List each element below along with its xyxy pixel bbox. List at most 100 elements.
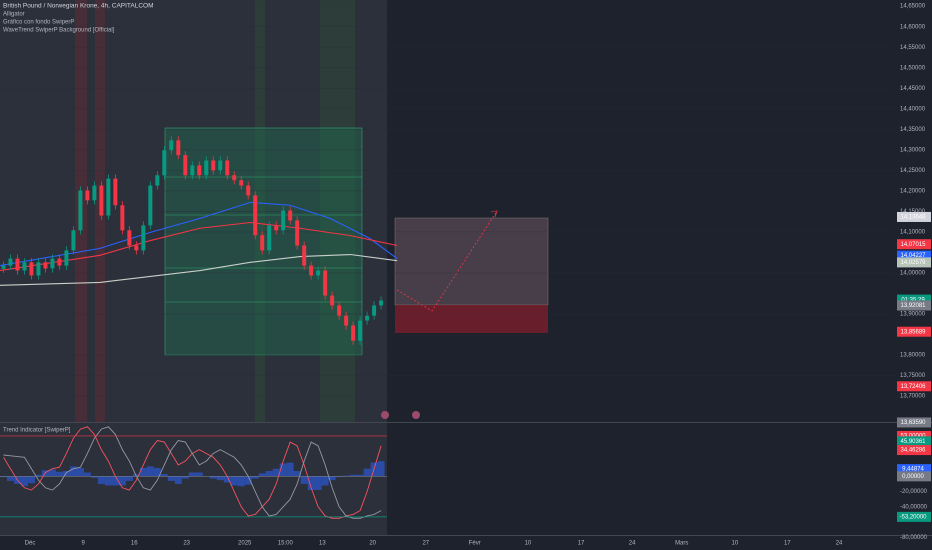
candle-body — [281, 210, 286, 231]
y-tick-label: 14,55000 — [900, 45, 926, 51]
histogram-bar — [377, 461, 385, 477]
candle-body — [218, 160, 223, 171]
price-label-box — [897, 430, 931, 441]
y-tick-label: 14,60000 — [900, 24, 926, 30]
price-label-box — [897, 464, 931, 475]
y-tick-label: 14,25000 — [900, 168, 926, 174]
price-label: 13,72406 — [900, 384, 926, 390]
histogram-bar — [0, 476, 7, 478]
histogram-bar — [97, 476, 105, 484]
candle-body — [379, 300, 384, 306]
event-icon[interactable] — [381, 411, 389, 419]
price-label-box — [897, 257, 931, 268]
candle-body — [50, 258, 55, 269]
past-area — [0, 0, 387, 422]
price-label-box — [897, 436, 931, 447]
price-label: 13,63590 — [900, 420, 926, 426]
histogram-bar — [272, 468, 280, 477]
histogram-bar — [356, 474, 364, 477]
price-label-box — [897, 381, 931, 392]
x-tick-label: 24 — [629, 541, 636, 547]
y-tick-label: 14,35000 — [900, 127, 926, 133]
price-label: 45,90361 — [900, 439, 926, 445]
symbol-title: British Pound / Norwegian Krone, 4h, CAP… — [3, 3, 154, 10]
candle-body — [330, 295, 335, 306]
candle-body — [358, 320, 363, 341]
y-tick-label: 14,50000 — [900, 65, 926, 71]
x-tick-label: 27 — [422, 541, 429, 547]
histogram-bar — [223, 476, 231, 483]
x-tick-label: 10 — [732, 541, 739, 547]
histogram-bar — [125, 476, 133, 481]
moving-average — [0, 201, 398, 267]
y-tick-label: 14,45000 — [900, 86, 926, 92]
countdown-box — [897, 294, 931, 306]
histogram-bar — [48, 469, 56, 477]
histogram-bar — [251, 476, 259, 479]
candle-body — [155, 175, 160, 186]
histogram-bar — [258, 473, 266, 477]
stripe — [255, 0, 265, 422]
histogram-bar — [111, 476, 119, 486]
histogram-bar — [167, 476, 175, 481]
candle-body — [15, 258, 20, 271]
y-tick-label: 13,70000 — [900, 394, 926, 400]
price-label: 9,44874 — [902, 467, 924, 473]
x-tick-label: 23 — [183, 541, 190, 547]
price-label-box — [897, 239, 931, 250]
candle-body — [57, 258, 62, 266]
candle-body — [267, 225, 272, 251]
candle-body — [365, 315, 370, 321]
histogram-bar — [300, 476, 308, 484]
histogram-bar — [34, 474, 42, 477]
osc-line — [3, 426, 382, 519]
candle-body — [127, 230, 132, 246]
price-label-box — [897, 445, 931, 456]
candle-body — [211, 160, 216, 171]
candle-body — [148, 185, 153, 226]
candle-body — [176, 140, 181, 156]
candle-body — [239, 180, 244, 186]
x-tick-label: Mars — [675, 541, 688, 547]
candle-body — [113, 178, 118, 206]
projection-arrow — [396, 210, 498, 312]
histogram-bar — [6, 476, 14, 481]
stripe — [320, 0, 355, 422]
event-icon[interactable] — [412, 411, 420, 419]
x-tick-label: 20 — [369, 541, 376, 547]
histogram-bar — [237, 476, 245, 487]
candle-body — [8, 258, 13, 266]
x-tick-label: 2025 — [238, 541, 252, 547]
x-tick-label: 15:00 — [278, 541, 294, 547]
candle-body — [344, 315, 349, 326]
candle-body — [64, 250, 69, 266]
y-tick-label: 14,30000 — [900, 147, 926, 153]
y-tick-label: 14,65000 — [900, 4, 926, 10]
candle-body — [295, 220, 300, 246]
candle-body — [372, 305, 377, 316]
histogram-bar — [321, 476, 329, 486]
histogram-bar — [118, 476, 126, 486]
price-label-box — [897, 417, 931, 428]
histogram-bar — [62, 471, 70, 477]
y-tick-label: 14,00000 — [900, 271, 926, 277]
price-label: 13,85689 — [900, 329, 926, 335]
candle-body — [274, 225, 279, 231]
moving-average — [0, 253, 398, 286]
price-label: 14,13648 — [900, 215, 926, 221]
candle-body — [92, 185, 97, 201]
candle-body — [22, 262, 27, 271]
candle-body — [71, 230, 76, 251]
y-tick-label: 13,80000 — [900, 353, 926, 359]
y-tick-label: 14,20000 — [900, 188, 926, 194]
x-tick-label: 10 — [525, 541, 532, 547]
indicator-name: Gráfico con fondo SwiperP — [3, 20, 74, 26]
histogram-bar — [307, 476, 315, 491]
histogram-bar — [20, 476, 28, 487]
histogram-bar — [55, 471, 63, 477]
price-label-box — [897, 211, 931, 222]
histogram-bar — [363, 468, 371, 477]
histogram-bar — [181, 476, 189, 479]
price-label: 13,92081 — [900, 303, 926, 309]
